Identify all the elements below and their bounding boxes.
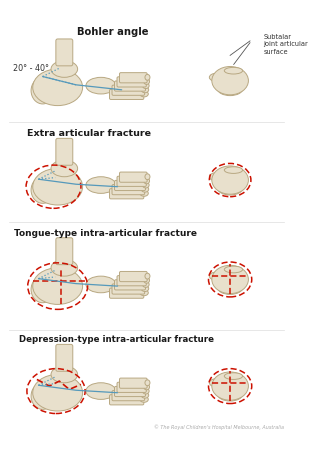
Ellipse shape [212, 265, 248, 293]
Ellipse shape [140, 290, 148, 296]
Ellipse shape [86, 177, 116, 193]
Ellipse shape [141, 186, 149, 192]
FancyBboxPatch shape [114, 180, 146, 191]
FancyBboxPatch shape [112, 85, 145, 95]
Ellipse shape [224, 266, 243, 273]
Ellipse shape [145, 380, 150, 386]
FancyBboxPatch shape [117, 276, 146, 286]
FancyBboxPatch shape [109, 288, 144, 298]
Ellipse shape [218, 82, 243, 96]
FancyBboxPatch shape [117, 77, 146, 87]
Ellipse shape [218, 281, 243, 294]
Text: Bohler angle: Bohler angle [77, 27, 148, 37]
Ellipse shape [51, 259, 78, 276]
Ellipse shape [86, 276, 116, 293]
Ellipse shape [145, 273, 150, 279]
FancyBboxPatch shape [112, 284, 145, 294]
FancyBboxPatch shape [117, 382, 146, 392]
FancyBboxPatch shape [56, 238, 73, 265]
Ellipse shape [224, 167, 243, 173]
Ellipse shape [33, 168, 83, 205]
Ellipse shape [209, 73, 224, 81]
FancyBboxPatch shape [119, 378, 147, 388]
Text: © The Royal Children's Hospital Melbourne, Australia: © The Royal Children's Hospital Melbourn… [154, 425, 284, 430]
FancyBboxPatch shape [112, 390, 145, 401]
Ellipse shape [33, 374, 83, 411]
FancyBboxPatch shape [56, 39, 73, 66]
Ellipse shape [140, 396, 148, 402]
FancyBboxPatch shape [109, 89, 144, 100]
Ellipse shape [145, 75, 150, 80]
Ellipse shape [31, 77, 54, 104]
FancyBboxPatch shape [56, 138, 73, 165]
Ellipse shape [212, 66, 248, 95]
Ellipse shape [51, 160, 78, 177]
Text: Subtalar
joint articular
surface: Subtalar joint articular surface [263, 34, 308, 55]
Ellipse shape [86, 383, 116, 399]
FancyBboxPatch shape [56, 344, 73, 371]
Ellipse shape [144, 79, 150, 85]
Ellipse shape [209, 172, 224, 181]
Ellipse shape [209, 272, 224, 280]
Text: Extra articular fracture: Extra articular fracture [27, 129, 151, 137]
Ellipse shape [140, 91, 148, 97]
FancyBboxPatch shape [119, 172, 147, 182]
Ellipse shape [141, 87, 149, 93]
FancyBboxPatch shape [109, 394, 144, 405]
Ellipse shape [212, 372, 248, 400]
Ellipse shape [142, 83, 149, 89]
Ellipse shape [141, 392, 149, 398]
Ellipse shape [209, 379, 224, 387]
FancyBboxPatch shape [114, 280, 146, 290]
FancyBboxPatch shape [112, 185, 145, 195]
Ellipse shape [218, 388, 243, 401]
Ellipse shape [51, 366, 78, 383]
FancyBboxPatch shape [114, 81, 146, 91]
FancyBboxPatch shape [119, 272, 147, 282]
Ellipse shape [33, 69, 83, 106]
Ellipse shape [31, 276, 54, 303]
Ellipse shape [144, 178, 150, 184]
Ellipse shape [144, 278, 150, 283]
FancyBboxPatch shape [109, 189, 144, 199]
Ellipse shape [142, 282, 149, 288]
Text: 20° - 40°: 20° - 40° [13, 65, 49, 73]
FancyBboxPatch shape [119, 73, 147, 83]
Ellipse shape [224, 67, 243, 74]
Ellipse shape [51, 61, 78, 77]
Ellipse shape [224, 373, 243, 379]
Ellipse shape [142, 388, 149, 394]
Ellipse shape [218, 182, 243, 195]
Ellipse shape [86, 77, 116, 94]
Ellipse shape [31, 383, 54, 410]
Ellipse shape [31, 177, 54, 203]
FancyBboxPatch shape [117, 176, 146, 187]
FancyBboxPatch shape [114, 386, 146, 397]
Ellipse shape [142, 182, 149, 188]
Text: Tongue-type intra-articular fracture: Tongue-type intra-articular fracture [14, 229, 197, 238]
Ellipse shape [212, 166, 248, 194]
Text: Depression-type intra-articular fracture: Depression-type intra-articular fracture [19, 335, 214, 344]
Ellipse shape [145, 174, 150, 180]
Ellipse shape [144, 384, 150, 390]
Ellipse shape [141, 286, 149, 292]
Ellipse shape [33, 268, 83, 304]
Ellipse shape [140, 191, 148, 196]
